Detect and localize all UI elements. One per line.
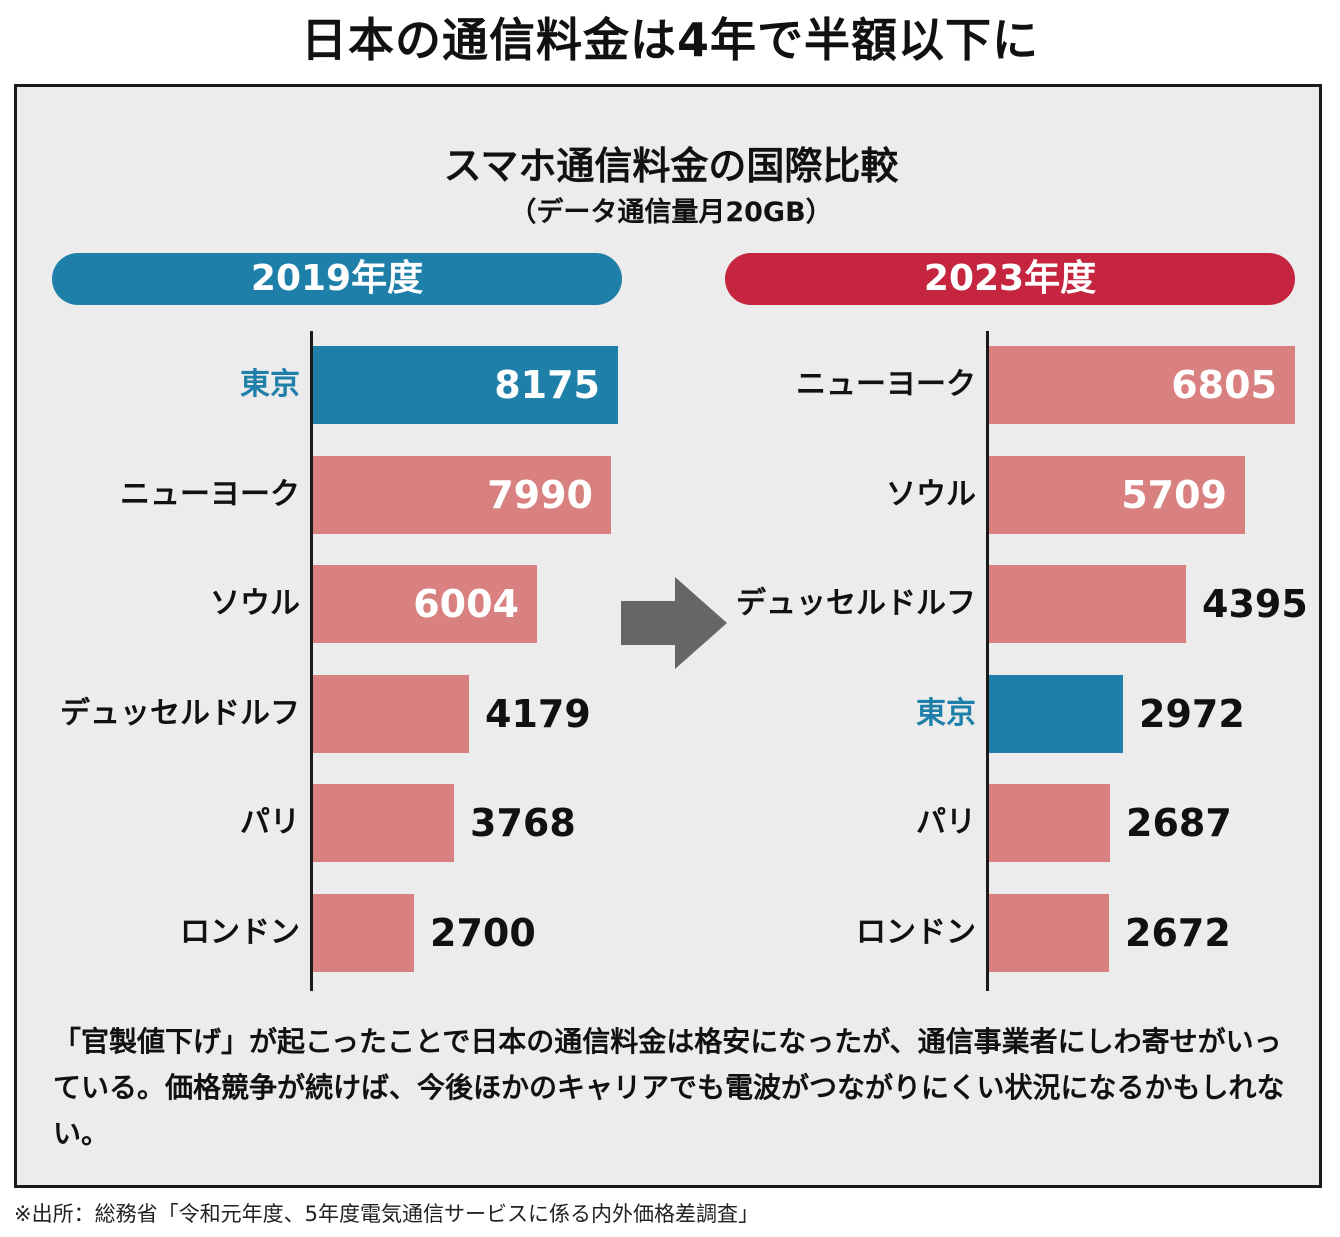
chart-title: スマホ通信料金の国際比較 xyxy=(443,144,899,188)
data-label: 4179 xyxy=(485,691,591,736)
y-axis-line xyxy=(986,331,989,991)
bar xyxy=(313,674,469,753)
data-label: 3768 xyxy=(470,801,576,845)
bar xyxy=(313,784,454,862)
category-label: ニューヨーク xyxy=(796,367,976,402)
panel-label-2023: 2023年度 xyxy=(725,253,1295,305)
bar xyxy=(313,893,414,972)
caption-text: 「官製値下げ」が起こったことで日本の通信料金は格安になったが、通信事業者にしわ寄… xyxy=(53,1025,1285,1150)
category-label: ソウル xyxy=(210,586,300,621)
category-label: 東京 xyxy=(240,367,300,402)
category-label: パリ xyxy=(240,805,300,840)
category-label: ロンドン xyxy=(180,914,300,950)
bar xyxy=(989,565,1186,643)
source-note: ※出所：総務省「令和元年度、5年度電気通信サービスに係る内外価格差調査」 xyxy=(14,1202,759,1226)
category-label: ロンドン xyxy=(856,914,976,950)
panel-label-2019: 2019年度 xyxy=(52,253,622,305)
y-axis-line xyxy=(310,331,313,991)
data-label: 4395 xyxy=(1202,582,1308,626)
bar xyxy=(989,893,1109,972)
data-label: 8175 xyxy=(494,363,600,407)
data-label: 2972 xyxy=(1139,691,1245,736)
data-label: 2672 xyxy=(1125,910,1231,955)
bar-panel-2019: 東京 8175 ニューヨーク 7990 ソウル 6004 デュッセルドルフ 4179 パリ 376… xyxy=(17,331,650,991)
bar xyxy=(313,455,611,534)
category-label: 東京 xyxy=(916,695,976,731)
category-label: パリ xyxy=(916,805,976,840)
data-label: 6805 xyxy=(1171,363,1277,407)
bar-panel-2023: ニューヨーク 6805 ソウル 5709 デュッセルドルフ 4395 東京 2972 パリ 268… xyxy=(689,331,1326,991)
bar xyxy=(313,346,618,424)
bar xyxy=(989,674,1123,753)
bar xyxy=(989,784,1110,862)
category-label: デュッセルドルフ xyxy=(736,586,976,621)
chart-subtitle: （データ通信量月20GB） xyxy=(509,197,833,228)
data-label: 2700 xyxy=(430,910,536,955)
category-label: ソウル xyxy=(886,476,976,512)
data-label: 6004 xyxy=(413,582,519,626)
bar xyxy=(989,455,1245,534)
category-label: ニューヨーク xyxy=(120,476,300,512)
arrow-right-icon xyxy=(621,577,727,669)
chart-frame: スマホ通信料金の国際比較 （データ通信量月20GB） 2019年度 2023年度… xyxy=(14,84,1322,1188)
bar xyxy=(313,565,537,643)
data-label: 7990 xyxy=(487,472,593,517)
category-label: デュッセルドルフ xyxy=(60,695,300,731)
data-label: 5709 xyxy=(1121,472,1227,517)
page-title: 日本の通信料金は4年で半額以下に xyxy=(300,13,1039,67)
bar xyxy=(989,346,1295,424)
data-label: 2687 xyxy=(1126,801,1232,845)
